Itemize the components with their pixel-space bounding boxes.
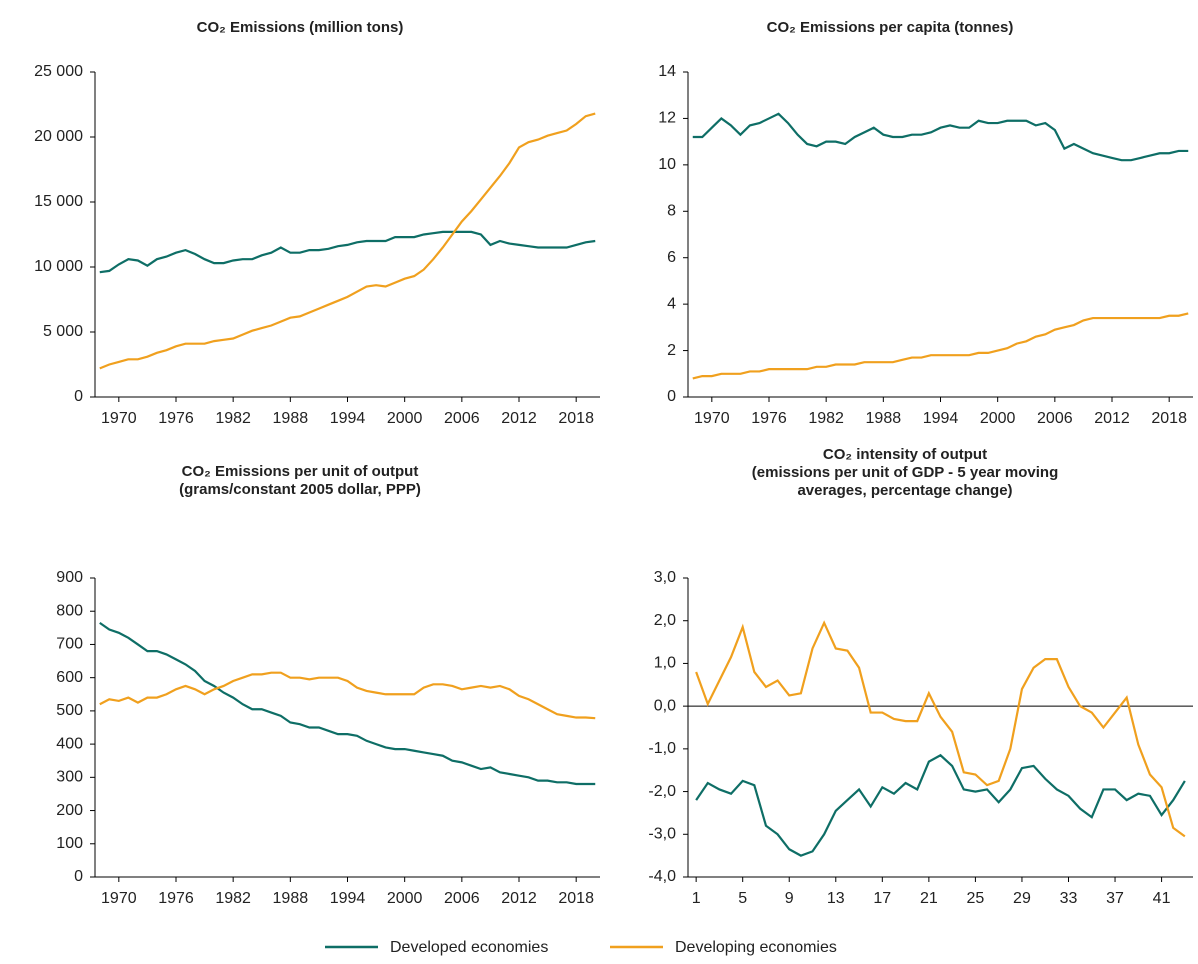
y-tick-label: 200 [56, 802, 83, 819]
y-tick-label: 2 [667, 342, 676, 359]
x-tick-label: 13 [827, 890, 845, 907]
x-tick-label: 1988 [273, 410, 309, 427]
x-tick-label: 2000 [387, 890, 423, 907]
chart-title: CO₂ Emissions per unit of output [182, 463, 419, 480]
series-line [99, 112, 596, 370]
x-tick-label: 1970 [101, 410, 137, 427]
y-tick-label: 0 [74, 388, 83, 405]
x-tick-label: 2000 [980, 410, 1016, 427]
chart-title: CO₂ Emissions per capita (tonnes) [767, 19, 1014, 36]
y-tick-label: 0 [74, 868, 83, 885]
series-line [692, 312, 1189, 380]
y-tick-label: 800 [56, 602, 83, 619]
y-tick-label: 900 [56, 569, 83, 586]
y-tick-label: 400 [56, 735, 83, 752]
x-tick-label: 25 [967, 890, 985, 907]
y-tick-label: 300 [56, 769, 83, 786]
series-line [99, 621, 596, 786]
series-line [695, 753, 1186, 857]
x-tick-label: 1970 [694, 410, 730, 427]
chart-title: (emissions per unit of GDP - 5 year movi… [752, 464, 1058, 481]
y-tick-label: 20 000 [34, 128, 83, 145]
x-tick-label: 2012 [501, 890, 537, 907]
y-tick-label: -2,0 [648, 783, 676, 800]
x-tick-label: 1994 [330, 410, 366, 427]
chart-title: CO₂ intensity of output [823, 446, 987, 463]
y-tick-label: -4,0 [648, 868, 676, 885]
x-tick-label: 1988 [273, 890, 309, 907]
y-tick-label: 10 [658, 156, 676, 173]
y-tick-label: 12 [658, 110, 676, 127]
x-tick-label: 2006 [444, 410, 480, 427]
series-line [695, 620, 1186, 838]
y-tick-label: 600 [56, 669, 83, 686]
x-tick-label: 2000 [387, 410, 423, 427]
x-tick-label: 21 [920, 890, 938, 907]
x-tick-label: 17 [873, 890, 891, 907]
x-tick-label: 1982 [215, 890, 251, 907]
y-tick-label: 8 [667, 203, 676, 220]
y-tick-label: 500 [56, 702, 83, 719]
x-tick-label: 1 [692, 890, 701, 907]
x-tick-label: 2018 [558, 410, 594, 427]
x-tick-label: 1976 [158, 890, 194, 907]
y-tick-label: 3,0 [654, 569, 676, 586]
x-tick-label: 1982 [215, 410, 251, 427]
y-tick-label: 6 [667, 249, 676, 266]
legend-label: Developing economies [675, 939, 837, 956]
y-tick-label: 0,0 [654, 697, 676, 714]
x-tick-label: 2012 [1094, 410, 1130, 427]
y-tick-label: 0 [667, 388, 676, 405]
y-tick-label: 4 [667, 295, 676, 312]
x-tick-label: 37 [1106, 890, 1124, 907]
y-tick-label: 1,0 [654, 655, 676, 672]
y-tick-label: -1,0 [648, 740, 676, 757]
x-tick-label: 1970 [101, 890, 137, 907]
x-tick-label: 2018 [1151, 410, 1187, 427]
x-tick-label: 29 [1013, 890, 1031, 907]
y-tick-label: 14 [658, 63, 676, 80]
y-tick-label: 5 000 [43, 323, 83, 340]
series-line [99, 230, 596, 274]
y-tick-label: 25 000 [34, 63, 83, 80]
x-tick-label: 41 [1153, 890, 1171, 907]
x-tick-label: 9 [785, 890, 794, 907]
x-tick-label: 1994 [923, 410, 959, 427]
x-tick-label: 2006 [444, 890, 480, 907]
y-tick-label: -3,0 [648, 826, 676, 843]
x-tick-label: 2006 [1037, 410, 1073, 427]
y-tick-label: 10 000 [34, 258, 83, 275]
y-tick-label: 15 000 [34, 193, 83, 210]
series-line [692, 112, 1189, 162]
x-tick-label: 5 [738, 890, 747, 907]
chart-title: averages, percentage change) [797, 482, 1012, 499]
legend-label: Developed economies [390, 939, 548, 956]
y-tick-label: 700 [56, 636, 83, 653]
x-tick-label: 2018 [558, 890, 594, 907]
x-tick-label: 1982 [808, 410, 844, 427]
x-tick-label: 1976 [751, 410, 787, 427]
chart-title: (grams/constant 2005 dollar, PPP) [179, 481, 421, 498]
y-tick-label: 2,0 [654, 612, 676, 629]
x-tick-label: 33 [1060, 890, 1078, 907]
x-tick-label: 2012 [501, 410, 537, 427]
series-line [99, 671, 596, 720]
x-tick-label: 1976 [158, 410, 194, 427]
x-tick-label: 1994 [330, 890, 366, 907]
y-tick-label: 100 [56, 835, 83, 852]
chart-title: CO₂ Emissions (million tons) [197, 19, 404, 36]
x-tick-label: 1988 [866, 410, 902, 427]
